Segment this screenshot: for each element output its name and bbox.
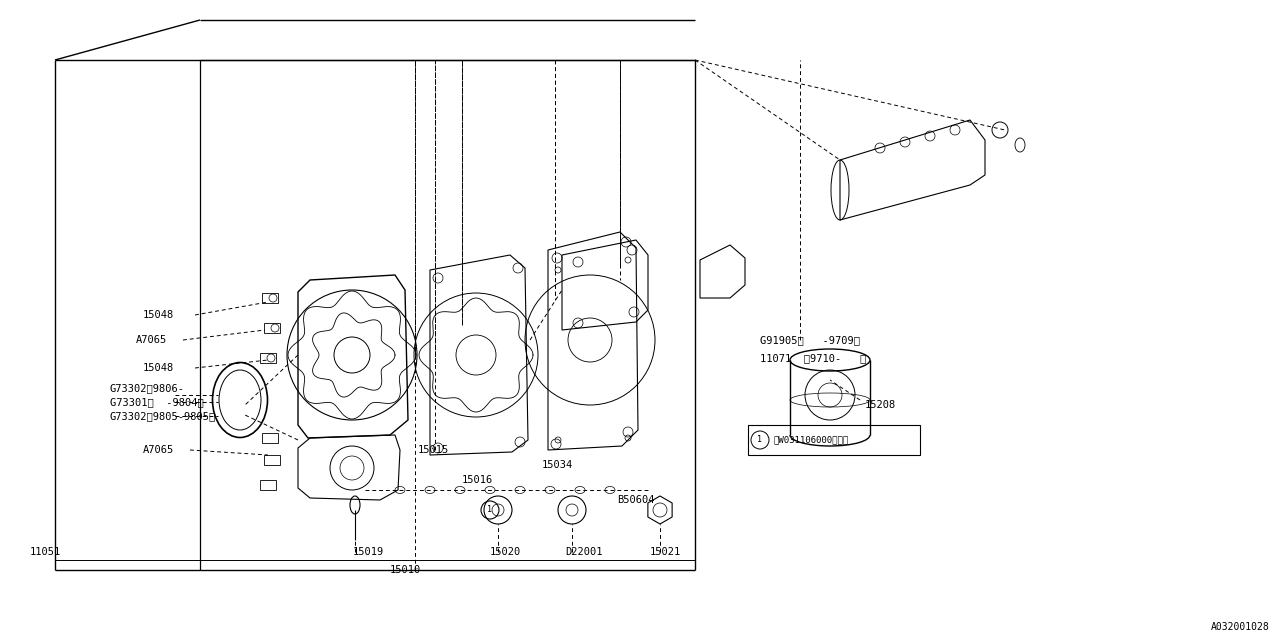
- Text: G91905（   -9709）: G91905（ -9709）: [760, 335, 860, 345]
- Text: D22001: D22001: [564, 547, 603, 557]
- Text: 15015: 15015: [419, 445, 449, 455]
- Text: 1: 1: [488, 506, 493, 515]
- Text: 15021: 15021: [650, 547, 681, 557]
- Bar: [748, 425, 920, 455]
- Text: 1: 1: [758, 435, 763, 445]
- Text: 15019: 15019: [353, 547, 384, 557]
- Text: 15048: 15048: [143, 310, 174, 320]
- Text: A032001028: A032001028: [1211, 622, 1270, 632]
- Text: 11071  （9710-   ）: 11071 （9710- ）: [760, 353, 867, 363]
- Text: 15048: 15048: [143, 363, 174, 373]
- Text: A7065: A7065: [136, 335, 168, 345]
- Text: 15034: 15034: [541, 460, 573, 470]
- Bar: [262, 433, 278, 443]
- Bar: [264, 455, 280, 465]
- Text: B50604: B50604: [617, 495, 654, 505]
- Bar: [262, 293, 278, 303]
- Bar: [260, 353, 276, 363]
- Text: 11051: 11051: [29, 547, 61, 557]
- Text: 15016: 15016: [462, 475, 493, 485]
- Text: G73302（9806-: G73302（9806-: [110, 383, 186, 393]
- Text: A7065: A7065: [143, 445, 174, 455]
- Bar: [260, 480, 276, 490]
- Text: ⓈW031106000（＊）: ⓈW031106000（＊）: [774, 435, 849, 445]
- Text: 15020: 15020: [490, 547, 521, 557]
- Text: 15208: 15208: [865, 400, 896, 410]
- Text: 15010: 15010: [390, 565, 421, 575]
- Bar: [264, 323, 280, 333]
- Text: G73301（  -9804）: G73301（ -9804）: [110, 397, 204, 407]
- Text: G73302（9805-9805）: G73302（9805-9805）: [110, 411, 216, 421]
